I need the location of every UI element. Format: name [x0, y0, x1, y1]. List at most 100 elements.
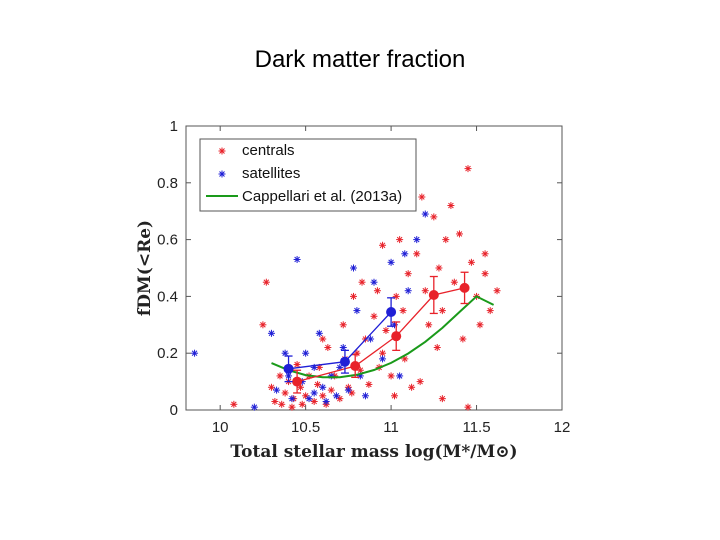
data-marks: [191, 165, 501, 411]
y-tick-label: 0: [170, 402, 178, 419]
central-point: [447, 202, 455, 210]
central-binned-point: [391, 331, 402, 342]
central-point: [493, 287, 501, 295]
satellite-point: [267, 329, 275, 337]
satellite-point: [288, 395, 296, 403]
central-point: [486, 307, 494, 315]
axis-ticks: 10 10.5 11 11.5 12 0 0.2 0.4 0.6 0.8 1: [157, 118, 570, 436]
satellite-point: [293, 255, 301, 263]
satellite-point: [322, 397, 330, 405]
central-point: [324, 344, 332, 352]
satellite-binned-point: [386, 307, 397, 318]
central-point: [421, 287, 429, 295]
central-point: [370, 312, 378, 320]
central-point: [396, 236, 404, 244]
legend: centrals satellites Cappellari et al. (201…: [199, 138, 417, 212]
satellite-point: [273, 386, 281, 394]
central-point: [348, 389, 356, 397]
satellite-point: [319, 383, 327, 391]
satellite-point: [191, 349, 199, 357]
central-point: [379, 241, 387, 249]
central-point: [230, 400, 238, 408]
satellite-point: [387, 258, 395, 266]
central-point: [298, 400, 306, 408]
y-axis-label: fDM(<Re): [135, 220, 155, 316]
central-point: [276, 372, 284, 380]
satellite-point: [370, 278, 378, 286]
satellite-point: [353, 307, 361, 315]
central-point: [442, 236, 450, 244]
legend-centrals-marker: [218, 147, 226, 155]
central-point: [349, 292, 357, 300]
satellite-binned-point: [283, 363, 294, 374]
central-point: [267, 383, 275, 391]
y-tick-label: 0.4: [157, 288, 178, 305]
central-point: [435, 264, 443, 272]
satellite-binned-point: [339, 356, 350, 367]
x-tick-label: 10.5: [291, 419, 320, 436]
central-point: [262, 278, 270, 286]
central-point: [416, 378, 424, 386]
central-point: [327, 386, 335, 394]
central-point: [459, 335, 467, 343]
central-point: [358, 278, 366, 286]
central-point: [464, 403, 472, 411]
central-point: [464, 165, 472, 173]
central-binned-point: [428, 289, 439, 300]
satellite-point: [404, 287, 412, 295]
y-tick-label: 0.6: [157, 232, 178, 249]
central-point: [387, 372, 395, 380]
x-tick-label: 12: [554, 419, 571, 436]
satellite-point: [361, 392, 369, 400]
satellite-point: [302, 349, 310, 357]
central-point: [302, 392, 310, 400]
central-point: [314, 380, 322, 388]
central-point: [430, 213, 438, 221]
central-point: [278, 400, 286, 408]
satellite-point: [305, 395, 313, 403]
central-point: [382, 326, 390, 334]
legend-entry: Cappellari et al. (2013a): [242, 188, 402, 205]
central-point: [288, 403, 296, 411]
y-tick-label: 1: [170, 118, 178, 135]
central-point: [425, 321, 433, 329]
satellite-point: [401, 250, 409, 258]
legend-satellites-marker: [218, 170, 226, 178]
satellite-point: [349, 264, 357, 272]
central-point: [404, 270, 412, 278]
central-point: [467, 258, 475, 266]
satellite-point: [344, 386, 352, 394]
x-tick-label: 11.5: [462, 419, 490, 436]
satellite-point: [250, 403, 258, 411]
central-point: [271, 397, 279, 405]
central-point: [455, 230, 463, 238]
central-point: [408, 383, 416, 391]
central-point: [438, 307, 446, 315]
central-point: [259, 321, 267, 329]
central-point: [365, 380, 373, 388]
central-point: [319, 335, 327, 343]
central-binned-point: [459, 282, 470, 293]
satellite-point: [413, 236, 421, 244]
cappellari-curve: [271, 295, 495, 379]
central-point: [418, 193, 426, 201]
central-point: [399, 307, 407, 315]
central-point: [339, 321, 347, 329]
slide-title: Dark matter fraction: [254, 46, 466, 73]
central-point: [481, 250, 489, 258]
y-tick-label: 0.8: [157, 175, 178, 192]
central-point: [310, 397, 318, 405]
y-tick-label: 0.2: [157, 345, 178, 362]
central-point: [476, 321, 484, 329]
central-point: [438, 395, 446, 403]
central-point: [481, 270, 489, 278]
x-tick-label: 11: [383, 419, 399, 436]
central-point: [413, 250, 421, 258]
satellite-point: [332, 392, 340, 400]
central-point: [391, 392, 399, 400]
central-point: [319, 392, 327, 400]
legend-box: [199, 138, 417, 212]
satellite-point: [315, 329, 323, 337]
central-binned-point: [292, 376, 303, 387]
